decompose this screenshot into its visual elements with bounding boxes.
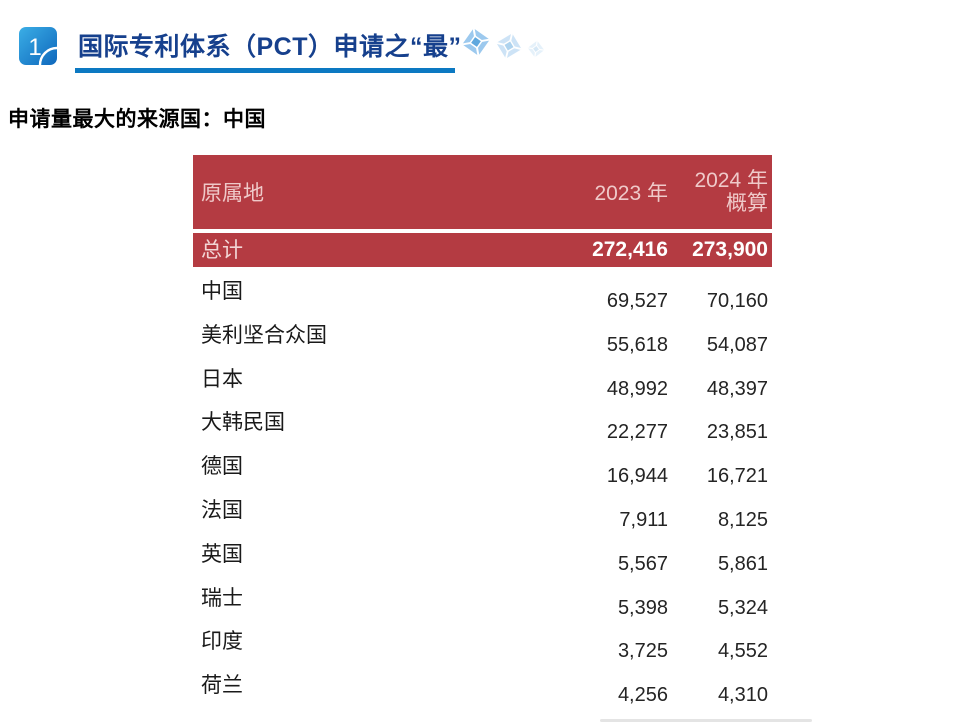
table-body: 中国 69,527 70,160 美利坚合众国 55,618 54,087 日本 48,992… (193, 267, 772, 715)
table-row: 日本 48,992 48,397 (193, 365, 772, 409)
diamond-gem-icon (462, 28, 490, 56)
col-2023-header: 2023 年 (594, 182, 668, 205)
total-label: 总计 (201, 238, 243, 262)
title-underline (75, 68, 455, 73)
page-curl-arc (38, 46, 57, 65)
country-label: 印度 (201, 629, 243, 654)
total-row: 总计 272,416 273,900 (193, 233, 772, 267)
table-row: 大韩民国 22,277 23,851 (193, 408, 772, 452)
bottom-edge-artifact (600, 719, 812, 722)
country-label: 美利坚合众国 (201, 322, 327, 347)
total-value-2024: 273,900 (692, 238, 768, 261)
value-2023: 7,911 (619, 508, 668, 531)
section-number: 1 (28, 34, 41, 61)
value-2023: 16,944 (606, 465, 668, 488)
value-2023: 5,398 (617, 596, 668, 619)
value-2024: 23,851 (706, 421, 768, 444)
value-2024: 16,721 (706, 465, 768, 488)
value-2024: 5,861 (717, 552, 768, 575)
value-2024: 54,087 (706, 333, 768, 356)
table-row: 英国 5,567 5,861 (193, 540, 772, 584)
col-2024-header-line1: 2024 年 (694, 169, 768, 192)
table-row: 法国 7,911 8,125 (193, 496, 772, 540)
value-2024: 4,552 (717, 640, 768, 663)
value-2024: 70,160 (706, 290, 768, 312)
value-2023: 4,256 (617, 684, 668, 707)
value-2023: 3,725 (617, 640, 668, 663)
col-origin-header: 原属地 (201, 181, 264, 205)
table-header-row: 原属地 2023 年 2024 年 概算 (193, 155, 772, 229)
table-row: 德国 16,944 16,721 (193, 452, 772, 496)
total-value-2023: 272,416 (592, 238, 668, 261)
table-row: 印度 3,725 4,552 (193, 627, 772, 671)
country-label: 德国 (201, 454, 243, 479)
country-label: 日本 (201, 366, 243, 391)
table-row: 中国 69,527 70,160 (193, 277, 772, 321)
value-2024: 48,397 (706, 377, 768, 400)
country-label: 大韩民国 (201, 410, 285, 435)
col-2024-header-line2: 概算 (726, 192, 768, 215)
value-2024: 8,125 (717, 508, 768, 531)
diamond-gem-icon (527, 40, 545, 58)
value-2023: 55,618 (606, 333, 668, 356)
table-row: 美利坚合众国 55,618 54,087 (193, 321, 772, 365)
value-2023: 5,567 (617, 552, 668, 575)
col-2024-header: 2024 年 概算 (668, 169, 772, 215)
country-label: 中国 (201, 279, 243, 303)
country-label: 瑞士 (201, 585, 243, 610)
table-row: 瑞士 5,398 5,324 (193, 584, 772, 628)
value-2023: 69,527 (606, 290, 668, 312)
value-2024: 4,310 (717, 684, 768, 707)
country-label: 英国 (201, 541, 243, 566)
diamond-gem-icon (496, 33, 522, 59)
subtitle: 申请量最大的来源国：中国 (8, 108, 266, 131)
value-2023: 22,277 (606, 421, 668, 444)
country-label: 法国 (201, 497, 243, 522)
table-row: 荷兰 4,256 4,310 (193, 671, 772, 715)
section-number-badge: 1 (19, 27, 57, 65)
data-table: 原属地 2023 年 2024 年 概算 总计 272,416 273,900 … (193, 155, 772, 715)
value-2024: 5,324 (717, 596, 768, 619)
country-label: 荷兰 (201, 673, 243, 698)
value-2023: 48,992 (606, 377, 668, 400)
page-title: 国际专利体系（PCT）申请之“最” (78, 33, 462, 61)
